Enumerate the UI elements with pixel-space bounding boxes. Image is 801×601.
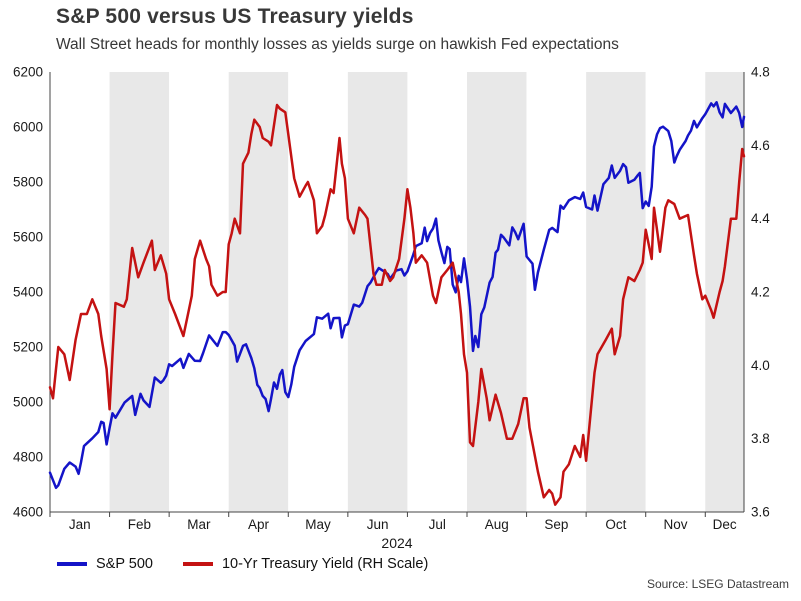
- legend-label-sp500: S&P 500: [96, 556, 153, 572]
- series-line-sp500: [48, 101, 746, 490]
- chart-subtitle: Wall Street heads for monthly losses as …: [56, 36, 619, 53]
- month-band-feb: [109, 72, 170, 512]
- y-left-tick-label: 5600: [13, 230, 43, 245]
- x-month-label: May: [305, 517, 331, 532]
- y-right-tick-label: 4.2: [751, 285, 770, 300]
- x-month-label: Mar: [187, 517, 211, 532]
- y-right-tick-label: 4.8: [751, 65, 770, 80]
- x-month-label: Aug: [485, 517, 509, 532]
- month-band-apr: [228, 72, 289, 512]
- legend-swatch-sp500: [57, 562, 87, 566]
- y-left-tick-label: 6000: [13, 120, 43, 135]
- y-left-tick-label: 6200: [13, 65, 43, 80]
- month-band-sep: [526, 72, 587, 512]
- x-year-label: 2024: [381, 535, 412, 551]
- y-left-tick-label: 5000: [13, 395, 43, 410]
- source-attribution: Source: LSEG Datastream: [646, 577, 789, 591]
- y-right-tick-label: 4.0: [751, 358, 770, 373]
- month-band-jan: [50, 72, 110, 512]
- month-band-aug: [466, 72, 527, 512]
- y-right-tick-label: 3.8: [751, 431, 770, 446]
- legend-label-treasury-yield: 10-Yr Treasury Yield (RH Scale): [221, 556, 429, 572]
- series-line-treasury-yield: [48, 103, 746, 506]
- x-month-label: Apr: [248, 517, 270, 532]
- y-left-tick-label: 5400: [13, 285, 43, 300]
- legend-item-treasury-yield: 10-Yr Treasury Yield (RH Scale): [182, 556, 429, 572]
- y-left-tick-label: 5200: [13, 340, 43, 355]
- month-band-mar: [169, 72, 229, 512]
- x-month-label: Sep: [544, 517, 568, 532]
- x-month-label: Dec: [713, 517, 737, 532]
- y-left-tick-label: 4800: [13, 450, 43, 465]
- y-right-tick-label: 4.6: [751, 138, 770, 153]
- y-right-tick-label: 4.4: [751, 211, 770, 226]
- x-month-label: Jun: [367, 517, 389, 532]
- month-band-dec: [705, 72, 744, 512]
- y-left-tick-label: 4600: [13, 505, 43, 520]
- chart-legend: S&P 500 10-Yr Treasury Yield (RH Scale): [57, 556, 428, 572]
- x-month-label: Jan: [69, 517, 91, 532]
- month-band-oct: [586, 72, 646, 512]
- x-month-label: Jul: [429, 517, 446, 532]
- legend-item-sp500: S&P 500: [57, 556, 153, 572]
- month-band-jun: [347, 72, 408, 512]
- x-month-label: Feb: [128, 517, 151, 532]
- y-left-tick-label: 5800: [13, 175, 43, 190]
- y-right-tick-label: 3.6: [751, 505, 770, 520]
- x-month-label: Nov: [663, 517, 687, 532]
- chart-title: S&P 500 versus US Treasury yields: [56, 5, 414, 28]
- x-month-label: Oct: [605, 517, 626, 532]
- month-band-nov: [645, 72, 706, 512]
- legend-swatch-treasury-yield: [182, 562, 213, 566]
